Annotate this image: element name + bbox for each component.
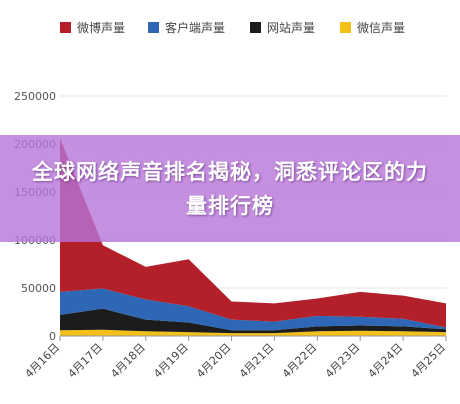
x-tick-label: 4月17日 (65, 341, 105, 381)
area-series (60, 138, 446, 328)
legend-label: 微博声量 (77, 20, 125, 35)
x-tick-label: 4月16日 (23, 341, 63, 381)
title-banner: 全球网络声音排名揭秘，洞悉评论区的力量排行榜 (0, 135, 460, 242)
area-series (60, 288, 446, 331)
x-tick-label: 4月24日 (366, 341, 406, 381)
x-tick-label: 4月25日 (409, 341, 449, 381)
area-series (60, 308, 446, 334)
legend-label: 微信声量 (357, 21, 405, 35)
area-series (60, 329, 446, 336)
legend-swatch (148, 22, 159, 33)
legend-swatch (250, 22, 261, 33)
y-tick-label: 0 (49, 330, 56, 343)
x-tick-label: 4月21日 (237, 341, 277, 381)
legend-swatch (340, 22, 351, 33)
x-tick-label: 4月18日 (108, 341, 148, 381)
x-tick-label: 4月19日 (151, 341, 191, 381)
x-tick-label: 4月22日 (280, 341, 320, 381)
legend-swatch (60, 22, 71, 33)
y-tick-label: 50000 (21, 282, 56, 295)
y-tick-label: 250000 (14, 90, 56, 103)
x-tick-label: 4月20日 (194, 341, 234, 381)
legend-label: 客户端声量 (165, 20, 225, 35)
x-tick-label: 4月23日 (323, 341, 363, 381)
banner-title: 全球网络声音排名揭秘，洞悉评论区的力量排行榜 (32, 159, 428, 218)
legend-label: 网站声量 (267, 21, 315, 35)
